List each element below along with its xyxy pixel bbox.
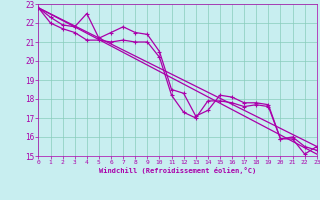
X-axis label: Windchill (Refroidissement éolien,°C): Windchill (Refroidissement éolien,°C) (99, 167, 256, 174)
